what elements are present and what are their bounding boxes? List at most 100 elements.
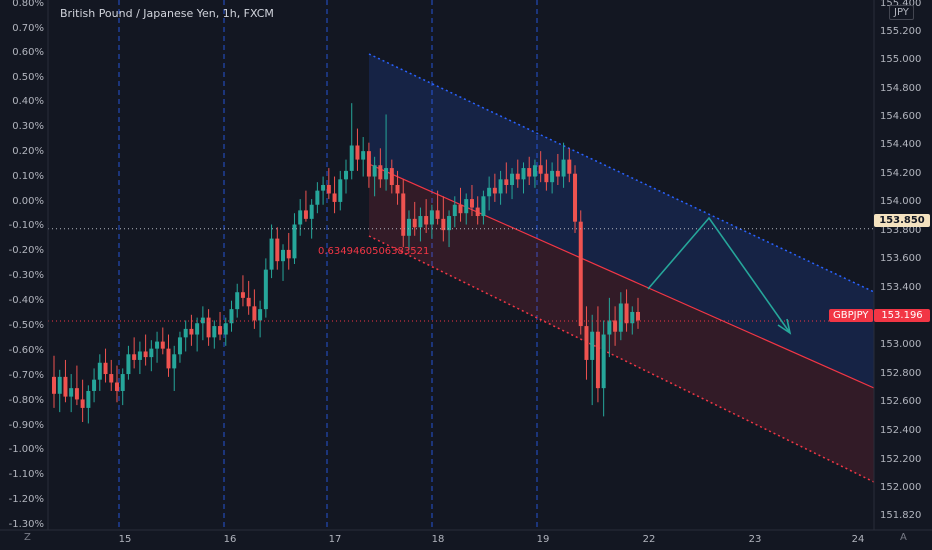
percent-axis[interactable]: 0.80% 0.70% 0.60% 0.50% 0.40% 0.30% 0.20% 0.10%… <box>9 0 44 530</box>
candle-body <box>418 216 423 228</box>
time-axis-tick: 16 <box>224 534 237 545</box>
price-axis-tick: 153.400 <box>880 282 921 293</box>
percent-axis-tick: 0.40% <box>12 96 44 107</box>
channel-upper-line[interactable] <box>368 53 875 293</box>
price-axis-tick: 155.000 <box>880 54 921 65</box>
projection-arrow-line[interactable] <box>647 216 791 334</box>
candle-body <box>492 187 497 194</box>
fib-ratio-label: 0.6349460506383521 <box>318 246 429 257</box>
percent-axis-tick: -0.10% <box>9 220 44 231</box>
candle-body <box>366 151 371 177</box>
currency-tag[interactable]: JPY <box>889 5 914 20</box>
percent-axis-tick: 0.50% <box>12 72 44 83</box>
candle-body <box>378 165 383 180</box>
candle-body <box>326 184 331 194</box>
candle-body <box>590 331 595 360</box>
session-separators <box>118 0 538 530</box>
candle-body <box>441 218 446 231</box>
candle-body <box>109 374 114 383</box>
overlay-drawings[interactable]: 0.6349460506383521 <box>48 216 874 335</box>
candle-body <box>504 179 509 185</box>
candle-body <box>80 399 85 408</box>
candle-body <box>223 323 228 335</box>
percent-axis-tick: 0.30% <box>12 121 44 132</box>
candle-body <box>510 173 515 185</box>
axis-mode-toggle-left[interactable]: Z <box>24 532 31 543</box>
candle-body <box>269 238 274 270</box>
candle-body <box>573 173 578 222</box>
candle-body <box>315 190 320 205</box>
candle-body <box>607 320 612 335</box>
candle-body <box>166 348 171 369</box>
candle-body <box>103 362 108 375</box>
time-axis-tick: 23 <box>749 534 762 545</box>
candle-body <box>412 218 417 228</box>
crosshair-price-label: 153.850 <box>874 214 930 227</box>
candle-body <box>286 249 291 259</box>
candle-body <box>406 218 411 236</box>
price-axis-tick: 153.000 <box>880 339 921 350</box>
candle-series <box>52 103 640 424</box>
candle-body <box>498 179 503 194</box>
candle-body <box>155 341 160 349</box>
candle-body <box>63 376 68 397</box>
time-axis[interactable]: 15 16 17 18 19 22 23 24 <box>119 534 865 545</box>
candle-body <box>229 309 234 324</box>
percent-axis-tick: -0.70% <box>9 370 44 381</box>
candle-body <box>275 238 280 262</box>
percent-axis-tick: 0.00% <box>12 196 44 207</box>
channel-median-line[interactable] <box>368 163 875 389</box>
candle-body <box>143 351 148 358</box>
candle-body <box>624 303 629 324</box>
candle-body <box>361 151 366 160</box>
candle-body <box>292 224 297 259</box>
percent-axis-tick: -1.00% <box>9 444 44 455</box>
percent-axis-tick: 0.20% <box>12 146 44 157</box>
candle-body <box>69 388 74 397</box>
candle-body <box>126 354 131 375</box>
candle-body <box>189 328 194 335</box>
price-axis-tick: 154.000 <box>880 196 921 207</box>
percent-axis-tick: -1.20% <box>9 494 44 505</box>
candle-body <box>149 348 154 358</box>
candle-body <box>544 173 549 183</box>
blue-channel-fill <box>369 54 874 388</box>
candle-body <box>321 184 326 191</box>
percent-axis-tick: -0.20% <box>9 245 44 256</box>
candle-body <box>555 170 560 177</box>
symbol-label: GBPJPY <box>829 309 873 322</box>
candle-body <box>469 199 474 208</box>
percent-axis-tick: -0.60% <box>9 345 44 356</box>
percent-axis-tick: -0.80% <box>9 395 44 406</box>
candle-body <box>172 354 177 369</box>
candle-body <box>429 210 434 225</box>
candle-body <box>160 341 165 349</box>
candle-body <box>424 216 429 225</box>
candle-body <box>263 269 268 310</box>
axis-mode-toggle-right[interactable]: A <box>900 532 907 543</box>
candle-body <box>240 292 245 298</box>
percent-axis-tick: -1.30% <box>9 519 44 530</box>
candle-body <box>338 179 343 202</box>
candle-body <box>452 204 457 217</box>
time-axis-tick: 19 <box>537 534 550 545</box>
candle-body <box>389 168 394 185</box>
candle-body <box>52 376 56 394</box>
price-axis-tick: 154.600 <box>880 111 921 122</box>
candle-body <box>515 173 520 180</box>
candle-body <box>578 221 583 327</box>
candle-body <box>613 320 618 332</box>
candle-body <box>538 165 543 174</box>
candle-body <box>401 193 406 236</box>
candle-body <box>132 354 137 360</box>
channel-lower-line[interactable] <box>368 235 875 483</box>
projection-arrow-head <box>777 318 792 335</box>
percent-axis-tick: 0.70% <box>12 23 44 34</box>
candle-body <box>195 323 200 335</box>
price-axis-tick: 152.000 <box>880 482 921 493</box>
candle-body <box>200 317 205 324</box>
price-axis-tick: 151.820 <box>880 510 921 521</box>
candle-body <box>137 351 142 360</box>
